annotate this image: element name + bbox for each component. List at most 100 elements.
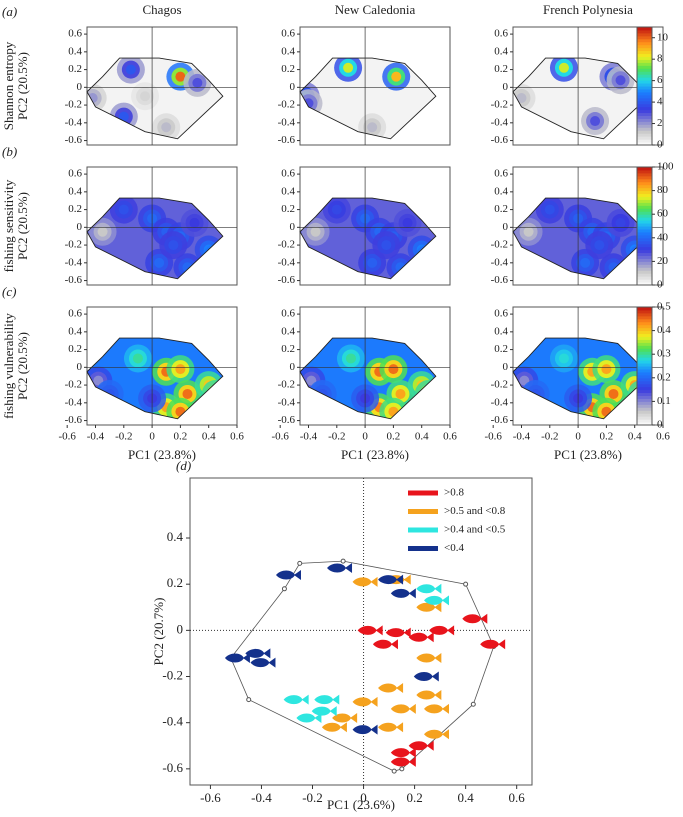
- fish-point: [378, 683, 404, 694]
- y-tick-label: -0.4: [65, 256, 83, 268]
- y-tick-label: -0.6: [278, 414, 296, 426]
- y-tick-label: 0.2: [494, 343, 508, 355]
- heat-spot: [391, 71, 402, 82]
- hull-vertex: [463, 581, 469, 587]
- legend-label: >0.4 and <0.5: [444, 524, 506, 536]
- y-tick-label: 0: [503, 81, 509, 93]
- y-tick-label: 0: [290, 221, 296, 233]
- y-axis-label: PC2 (20.7%): [151, 598, 166, 666]
- heat-spot: [608, 388, 619, 399]
- hull-outline: [512, 197, 650, 280]
- colorbar-cell: [637, 386, 652, 391]
- fish-point: [357, 625, 383, 636]
- colorbar-cell: [637, 309, 652, 314]
- x-tick-label: 0.6: [443, 431, 457, 443]
- colorbar-cell: [637, 422, 652, 426]
- y-tick-label: 0.4: [281, 185, 295, 197]
- x-tick-label: 0.4: [202, 431, 216, 443]
- colorbar-cell: [637, 380, 652, 385]
- y-tick-label: 0.4: [167, 529, 184, 544]
- x-axis-label: PC1 (23.8%): [341, 447, 409, 462]
- y-tick-label: -0.4: [65, 396, 83, 408]
- hull-outline: [299, 197, 437, 280]
- colorbar-cell: [637, 175, 652, 180]
- y-tick-label: 0.6: [68, 308, 82, 320]
- y-tick-label: 0.6: [68, 168, 82, 180]
- y-tick-label: 0: [290, 361, 296, 373]
- y-tick-label: -0.4: [65, 116, 83, 128]
- colorbar-cell: [637, 77, 652, 81]
- fish-point: [378, 722, 404, 733]
- colorbar-cell: [637, 267, 652, 271]
- legend-label: >0.5 and <0.8: [444, 505, 506, 517]
- colorbar-cell: [637, 392, 652, 396]
- y-tick-label: -0.4: [162, 714, 183, 729]
- colorbar-cell: [637, 395, 652, 399]
- hull-vertex: [281, 586, 287, 592]
- y-tick-label: 0: [77, 221, 83, 233]
- hull-vertex: [399, 766, 405, 772]
- colorbar-cell: [637, 97, 652, 102]
- colorbar-cell: [637, 193, 652, 197]
- colorbar-cell: [637, 371, 652, 376]
- colorbar-cell: [637, 240, 652, 245]
- fish-point: [424, 703, 450, 714]
- heat-spot: [168, 240, 179, 251]
- colorbar-cell: [637, 187, 652, 192]
- x-tick-label: 0: [575, 431, 581, 443]
- fish-point: [250, 657, 276, 668]
- colorbar-cell: [637, 109, 652, 114]
- legend-label: <0.4: [444, 542, 464, 554]
- fish-point: [283, 694, 309, 705]
- colorbar-cell: [637, 264, 652, 268]
- column-title: French Polynesia: [543, 2, 633, 17]
- colorbar-cell: [637, 416, 652, 420]
- colorbar-label: 6: [657, 74, 663, 86]
- column-title: Chagos: [143, 2, 182, 17]
- y-tick-label: 0.6: [68, 28, 82, 40]
- colorbar-cell: [637, 50, 652, 55]
- y-tick-label: -0.2: [278, 379, 295, 391]
- y-axis-label: PC2 (20.5%): [15, 192, 30, 260]
- y-tick-label: -0.4: [491, 256, 509, 268]
- colorbar-cell: [637, 205, 652, 209]
- y-tick-label: 0.6: [494, 308, 508, 320]
- colorbar-cell: [637, 32, 652, 37]
- heat-spot: [388, 364, 399, 375]
- fish-point: [352, 724, 378, 735]
- colorbar-cell: [637, 333, 652, 337]
- hull-outline: [86, 337, 224, 420]
- colorbar-cell: [637, 398, 652, 402]
- y-tick-label: -0.6: [278, 134, 296, 146]
- colorbar-cell: [637, 419, 652, 423]
- heat-spot: [140, 91, 151, 102]
- colorbar-cell: [637, 80, 652, 84]
- y-tick-label: 0.2: [494, 203, 508, 215]
- x-tick-label: 0: [149, 431, 155, 443]
- y-tick-label: 0.4: [68, 185, 82, 197]
- colorbar-cell: [637, 404, 652, 408]
- heat-spot: [192, 77, 203, 88]
- colorbar-cell: [637, 360, 652, 364]
- colorbar-cell: [637, 44, 652, 49]
- hull-vertex: [340, 558, 346, 564]
- colorbar-cell: [637, 133, 652, 137]
- colorbar-frame: [636, 306, 653, 426]
- colorbar-cell: [637, 196, 652, 200]
- y-tick-label: -0.2: [491, 239, 508, 251]
- heat-spot: [343, 62, 354, 73]
- colorbar-cell: [637, 68, 652, 72]
- y-tick-label: -0.4: [491, 396, 509, 408]
- x-tick-label: 0.2: [600, 431, 614, 443]
- y-tick-label: -0.4: [278, 256, 296, 268]
- colorbar-cell: [637, 41, 652, 46]
- hull-outline: [512, 57, 650, 140]
- heat-spot: [175, 364, 186, 375]
- fish-point: [332, 713, 358, 724]
- fish-point: [245, 648, 271, 659]
- colorbar-cell: [637, 312, 652, 317]
- y-tick-label: 0: [77, 81, 83, 93]
- colorbar-cell: [637, 27, 652, 31]
- hull-outline: [86, 57, 224, 140]
- y-tick-label: -0.2: [162, 667, 183, 682]
